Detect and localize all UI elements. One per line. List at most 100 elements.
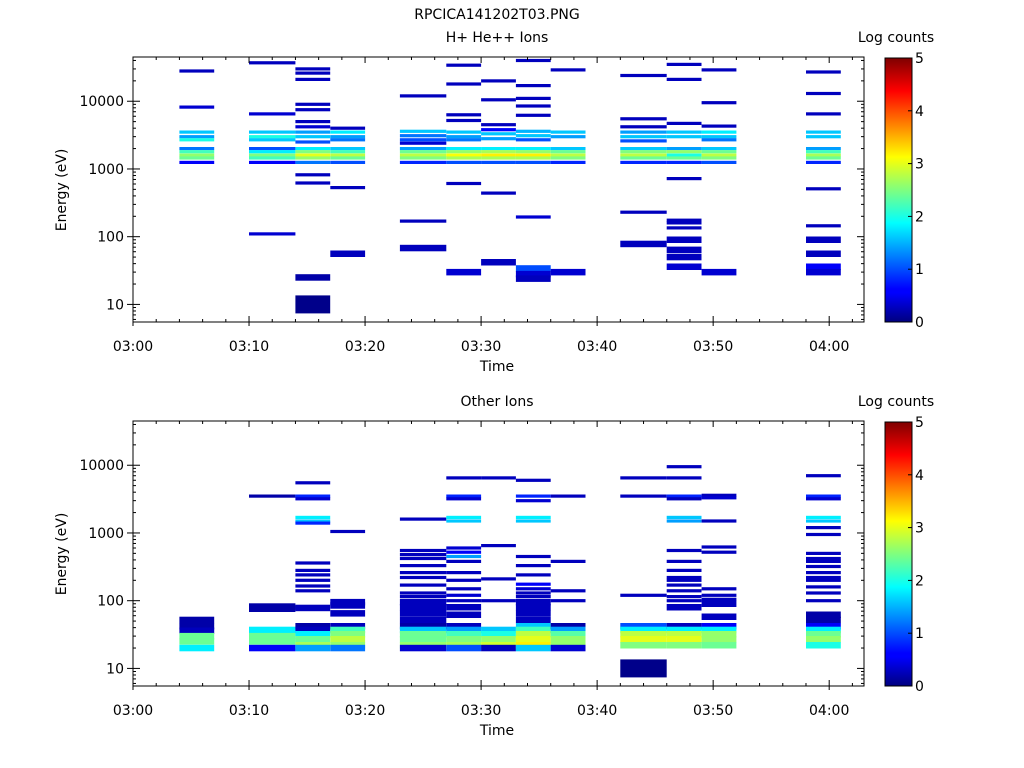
heatmap-cell bbox=[330, 626, 366, 634]
heatmap-cell bbox=[295, 589, 331, 593]
heatmap-cell bbox=[446, 135, 482, 139]
heatmap-cell bbox=[446, 82, 482, 86]
heatmap-cell bbox=[446, 138, 482, 142]
heatmap-cell bbox=[515, 134, 551, 138]
heatmap-cell bbox=[399, 553, 447, 557]
heatmap-cell bbox=[446, 611, 482, 618]
heatmap-cell bbox=[666, 121, 702, 125]
heatmap-cell bbox=[701, 642, 737, 649]
x-tick-label: 03:10 bbox=[229, 339, 269, 355]
heatmap-cell bbox=[620, 73, 667, 78]
heatmap-cell bbox=[666, 636, 702, 643]
heatmap-cell bbox=[701, 593, 737, 597]
heatmap-cell bbox=[295, 71, 331, 75]
heatmap-cell bbox=[295, 274, 331, 281]
heatmap-cell bbox=[515, 564, 551, 568]
heatmap-cell bbox=[701, 550, 737, 554]
heatmap-cell bbox=[399, 591, 447, 595]
heatmap-cell bbox=[481, 132, 516, 136]
heatmap-cell bbox=[666, 226, 702, 230]
y-tick-label: 1000 bbox=[88, 162, 124, 178]
x-tick-label: 03:10 bbox=[229, 703, 269, 719]
heatmap-cell bbox=[550, 68, 586, 72]
heatmap-cell bbox=[446, 515, 482, 519]
heatmap-cell bbox=[481, 123, 516, 127]
heatmap-cell bbox=[249, 150, 296, 154]
heatmap-cell bbox=[399, 610, 447, 617]
x-tick-label: 03:00 bbox=[113, 339, 153, 355]
heatmap-cell bbox=[399, 604, 447, 611]
heatmap-cell bbox=[399, 631, 447, 638]
heatmap-cell bbox=[515, 519, 551, 523]
y-tick-label: 1000 bbox=[88, 526, 124, 542]
heatmap-cell bbox=[620, 139, 667, 143]
heatmap-cell bbox=[399, 575, 447, 580]
heatmap-cell bbox=[806, 263, 841, 270]
heatmap-cell bbox=[701, 493, 737, 497]
heatmap-cell bbox=[701, 150, 737, 154]
heatmap-cell bbox=[515, 478, 551, 482]
heatmap-cell bbox=[446, 147, 482, 151]
heatmap-cell bbox=[330, 610, 366, 617]
colorbar-label: Log counts bbox=[858, 394, 934, 410]
heatmap-cell bbox=[446, 63, 482, 67]
colorbar-tick-label: 5 bbox=[915, 51, 924, 67]
x-tick-label: 03:50 bbox=[693, 339, 733, 355]
heatmap-cell bbox=[550, 130, 586, 134]
heatmap-cell bbox=[701, 135, 737, 139]
heatmap-cell bbox=[330, 147, 366, 151]
heatmap-cell bbox=[620, 631, 667, 638]
heatmap-cell bbox=[806, 224, 841, 228]
heatmap-cell bbox=[446, 494, 482, 498]
heatmap-cell bbox=[701, 600, 737, 607]
heatmap-cell bbox=[620, 494, 667, 498]
heatmap-cell bbox=[515, 631, 551, 638]
heatmap-cell bbox=[666, 497, 702, 501]
heatmap-cell bbox=[399, 153, 447, 157]
heatmap-cell bbox=[666, 515, 702, 519]
heatmap-cell bbox=[806, 636, 841, 643]
colorbar bbox=[884, 421, 913, 687]
heatmap-cell bbox=[446, 130, 482, 134]
colorbar-ticks: 0 1 2 3 4 5 bbox=[908, 415, 924, 695]
heatmap-cell bbox=[515, 604, 551, 611]
heatmap-cell bbox=[515, 499, 551, 503]
heatmap-cell bbox=[806, 559, 841, 563]
heatmap-cell bbox=[666, 642, 702, 649]
x-tick-label: 03:50 bbox=[693, 703, 733, 719]
heatmap-cell bbox=[806, 474, 841, 478]
heatmap-cell bbox=[399, 626, 447, 634]
heatmap-cell bbox=[515, 644, 551, 652]
heatmap-cell bbox=[806, 91, 841, 96]
heatmap-cell bbox=[515, 626, 551, 634]
y-axis-label: Energy (eV) bbox=[54, 149, 70, 232]
heatmap-cell bbox=[550, 150, 586, 154]
heatmap-cell bbox=[666, 548, 702, 553]
heatmap-cell bbox=[515, 270, 551, 278]
heatmap-cell bbox=[179, 69, 215, 73]
heatmap-cell bbox=[806, 515, 841, 519]
heatmap-cell bbox=[806, 250, 841, 257]
colorbar-tick-label: 0 bbox=[915, 679, 924, 695]
heatmap-cell bbox=[179, 623, 215, 630]
heatmap-cell bbox=[399, 623, 447, 630]
heatmap-cell bbox=[701, 626, 737, 634]
heatmap-cell bbox=[330, 529, 366, 534]
heatmap-cell bbox=[249, 605, 296, 612]
heatmap-cell bbox=[666, 160, 702, 164]
heatmap-cell bbox=[249, 147, 296, 151]
colorbar-tick-label: 4 bbox=[915, 468, 924, 484]
heatmap-cell bbox=[806, 153, 841, 157]
heatmap-cells bbox=[179, 58, 841, 314]
heatmap-cell bbox=[399, 598, 447, 606]
heatmap-cell bbox=[295, 153, 331, 157]
heatmap-cell bbox=[446, 519, 482, 523]
heatmap-cell bbox=[446, 604, 482, 611]
heatmap-cell bbox=[666, 177, 702, 181]
colorbar-tick-label: 1 bbox=[915, 626, 924, 642]
heatmap-cell bbox=[179, 153, 215, 157]
heatmap-cell bbox=[806, 526, 841, 530]
heatmap-cell bbox=[666, 623, 702, 630]
heatmap-cell bbox=[550, 636, 586, 643]
heatmap-cell bbox=[481, 631, 516, 638]
